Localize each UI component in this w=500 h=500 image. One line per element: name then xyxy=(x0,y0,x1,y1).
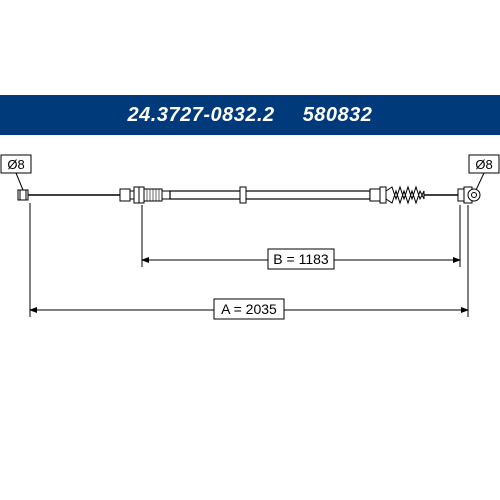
left-dia-text: Ø8 xyxy=(7,157,24,172)
dim-b-label: B = 1183 xyxy=(273,251,329,267)
cable-assembly xyxy=(18,187,480,203)
right-dia-text: Ø8 xyxy=(475,157,492,172)
figure-canvas: 24.3727-0832.2 580832 Ø8 xyxy=(0,0,500,500)
header-bar: 24.3727-0832.2 580832 xyxy=(0,95,500,135)
dimension-b: B = 1183 xyxy=(142,249,460,269)
part-code: 580832 xyxy=(303,104,373,127)
right-end-dia: Ø8 xyxy=(469,155,499,190)
cable-diagram: Ø8 Ø8 xyxy=(0,135,500,395)
left-end-dia: Ø8 xyxy=(1,155,31,190)
dimension-a: A = 2035 xyxy=(30,299,468,319)
part-number: 24.3727-0832.2 xyxy=(128,104,275,127)
dim-a-label: A = 2035 xyxy=(221,301,277,317)
